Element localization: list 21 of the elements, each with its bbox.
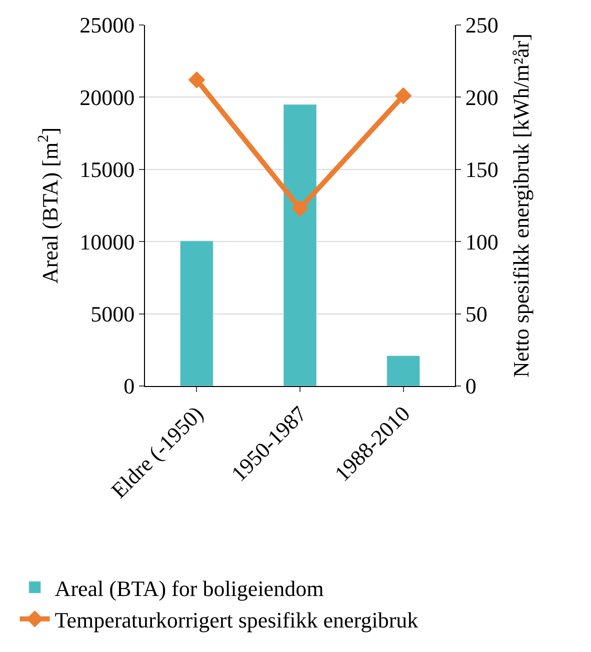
- y2-tick-label: 150: [465, 157, 498, 182]
- legend-label: Temperaturkorrigert spesifikk energibruk: [54, 607, 418, 632]
- y2-axis-title: Netto spesifikk energibruk [kWh/m²år]: [508, 33, 534, 378]
- point: [292, 200, 308, 217]
- y2-tick-label: 100: [465, 229, 498, 254]
- y-tick-label: 15000: [80, 157, 135, 182]
- y2-tick-label: 200: [465, 84, 498, 110]
- y-tick-label: 20000: [80, 84, 135, 110]
- y-tick-label: 5000: [90, 302, 135, 326]
- bar: [180, 240, 214, 386]
- point: [394, 87, 412, 104]
- y-tick-label: 0: [124, 374, 135, 399]
- y-tick-label: 10000: [80, 229, 135, 254]
- legend-label: Areal (BTA) for boligeiendom: [54, 576, 324, 601]
- y2-tick-label: 250: [465, 12, 498, 38]
- point: [188, 71, 206, 88]
- y-tick-label: 25000: [80, 12, 135, 38]
- bar: [386, 355, 420, 386]
- bar: [283, 104, 317, 386]
- y2-tick-label: 0: [465, 374, 476, 399]
- y2-tick-label: 50: [465, 302, 488, 326]
